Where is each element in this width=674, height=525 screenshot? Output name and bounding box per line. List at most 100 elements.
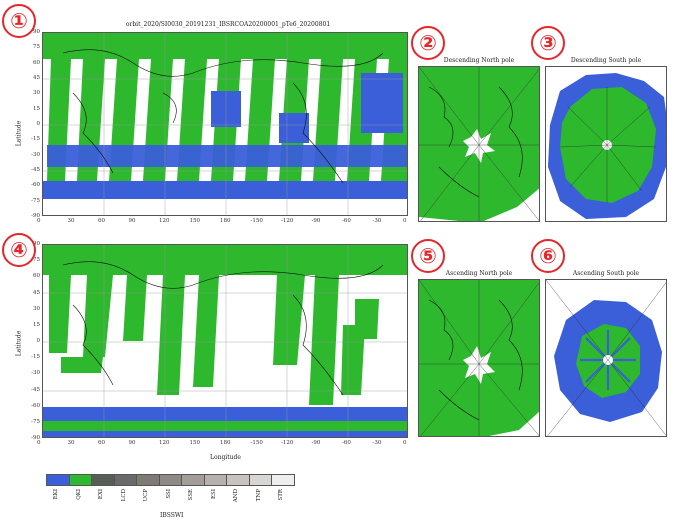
desc-north-coastlines <box>428 86 523 198</box>
lat-tick-label: 60 <box>33 273 40 280</box>
badge-3: ③ <box>531 26 565 60</box>
asc-south-plot <box>546 280 666 436</box>
legend-label: LCD <box>120 489 127 502</box>
lat-tick-label: 60 <box>33 59 40 66</box>
desc-north-title: Descending North pole <box>443 57 515 64</box>
lon-tick-label: 120 <box>159 218 170 224</box>
lat-tick-label: -90 <box>31 213 40 219</box>
lon-tick-label: 60 <box>98 218 105 224</box>
top-map-coastlines <box>62 49 384 184</box>
lon-tick-label: 0 <box>37 440 41 446</box>
lat-tick-label: -75 <box>31 418 40 425</box>
lon-tick-label: -60 <box>342 440 351 446</box>
lat-tick-label: 90 <box>33 241 40 247</box>
legend-swatch <box>158 474 182 486</box>
bottom-map-panel <box>42 244 408 438</box>
lat-tick-label: 15 <box>33 321 40 328</box>
lat-tick-label: -30 <box>31 151 40 158</box>
lat-tick-label: 75 <box>33 257 40 264</box>
lat-tick-label: -30 <box>31 370 40 377</box>
lon-tick-label: 0 <box>37 218 41 224</box>
lon-tick-label: 150 <box>189 218 201 224</box>
lon-tick-label: 30 <box>67 218 75 224</box>
legend-label: SSI <box>165 489 172 499</box>
badge-4: ④ <box>2 233 36 267</box>
lon-tick-label: 30 <box>67 440 75 446</box>
lon-tick-label: 180 <box>220 440 231 446</box>
legend-label: EKI <box>53 489 59 500</box>
lat-tick-label: 30 <box>33 305 40 312</box>
legend-label: QKI <box>75 489 82 500</box>
bottom-map-ylabel: Latitude <box>15 330 23 357</box>
asc-north-panel <box>418 279 540 437</box>
legend-swatch <box>181 474 205 486</box>
top-map-ylabel: Latitude <box>15 120 23 147</box>
legend-swatch <box>271 474 295 486</box>
lon-tick-label: -150 <box>250 440 263 446</box>
legend-swatch <box>68 474 92 486</box>
lon-tick-label: -30 <box>372 440 382 446</box>
lon-tick-label: -90 <box>311 218 321 224</box>
lon-tick-label: -120 <box>281 440 294 446</box>
legend-label: ESI <box>210 489 217 499</box>
top-map-blue-bands <box>43 73 407 199</box>
lat-tick-label: -75 <box>31 197 40 204</box>
lon-tick-label: 0 <box>403 440 407 446</box>
desc-north-panel <box>418 66 540 222</box>
legend-swatch <box>203 474 227 486</box>
lat-tick-label: 30 <box>33 90 40 97</box>
asc-north-plot <box>419 280 539 436</box>
badge-6: ⑥ <box>531 239 565 273</box>
lon-tick-label: -150 <box>250 218 263 224</box>
lat-tick-label: -60 <box>31 402 40 409</box>
top-map-plot <box>43 33 407 215</box>
badge-1: ① <box>2 4 36 38</box>
lat-tick-label: 0 <box>36 121 41 127</box>
bottom-map-xlabel: Longitude <box>210 454 241 461</box>
lat-tick-label: 75 <box>33 44 40 51</box>
legend-swatch <box>136 474 160 486</box>
lat-tick-label: 45 <box>33 75 40 81</box>
legend-swatch <box>113 474 137 486</box>
legend-label: TNP <box>255 489 262 502</box>
legend-swatch <box>46 474 70 486</box>
asc-south-panel <box>545 279 667 437</box>
lat-tick-label: -60 <box>31 182 40 189</box>
lon-tick-label: -120 <box>281 218 294 224</box>
lat-tick-label: 0 <box>36 338 41 344</box>
top-map-panel <box>42 32 408 216</box>
desc-south-panel <box>545 66 667 222</box>
badge-2: ② <box>411 26 445 60</box>
desc-south-title: Descending South pole <box>570 57 642 64</box>
lat-tick-label: 15 <box>33 105 40 112</box>
lat-tick-label: -15 <box>31 354 40 361</box>
legend-swatch <box>226 474 250 486</box>
legend-title: IBSSWI <box>160 512 184 519</box>
lat-tick-label: -15 <box>31 136 40 143</box>
lon-tick-label: 90 <box>128 218 136 224</box>
lon-tick-label: 120 <box>159 440 170 446</box>
legend-label: EXI <box>98 489 104 500</box>
lon-tick-label: -90 <box>311 440 321 446</box>
lon-tick-label: 0 <box>403 218 407 224</box>
bottom-map-coastlines <box>62 261 384 396</box>
lat-tick-label: -90 <box>31 435 40 441</box>
legend-label: STR <box>278 489 284 501</box>
lat-tick-label: -45 <box>31 167 40 173</box>
asc-north-coastlines <box>428 299 523 421</box>
desc-north-plot <box>419 67 539 221</box>
bottom-map-swaths <box>49 275 379 405</box>
lon-tick-label: -60 <box>342 218 351 224</box>
lon-tick-label: -30 <box>372 218 382 224</box>
legend-label: SSE <box>188 489 194 501</box>
lat-tick-label: 90 <box>33 29 40 35</box>
top-map-title: orbit_2020/SI0030_20191231_IBSRCOA202000… <box>125 21 331 28</box>
lon-tick-label: 90 <box>128 440 136 446</box>
bottom-map-plot <box>43 245 407 437</box>
asc-north-title: Ascending North pole <box>445 270 513 277</box>
lon-tick-label: 180 <box>220 218 231 224</box>
legend-swatch <box>248 474 272 486</box>
asc-south-title: Ascending South pole <box>572 270 640 277</box>
legend-swatch <box>91 474 115 486</box>
lon-tick-label: 60 <box>98 440 105 446</box>
